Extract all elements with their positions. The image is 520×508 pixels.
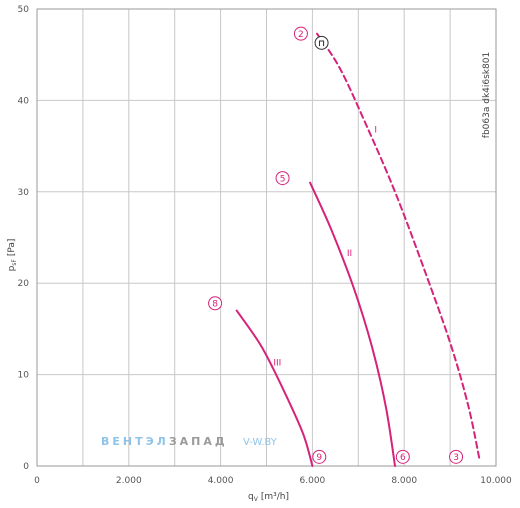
marker-circle [395, 449, 410, 464]
marker-9: 9 [312, 449, 327, 464]
watermark-part1: ВЕНТЭЛ [101, 435, 169, 448]
curve-label-iii: III [273, 358, 281, 368]
side-code: fb063a dk4i6sk801 [482, 52, 492, 138]
marker-circle [449, 449, 464, 464]
marker-nominal: ⊓ [314, 35, 329, 50]
y-axis-label-main: p [7, 265, 17, 271]
plot-frame [36, 8, 497, 467]
marker-circle [208, 296, 223, 311]
marker-6: 6 [395, 449, 410, 464]
x-tick-label: 4.000 [208, 476, 234, 486]
series-line-ii [309, 181, 396, 467]
x-tick-label: 2.000 [116, 476, 142, 486]
series-group [235, 32, 481, 467]
marker-circle [275, 171, 290, 186]
x-tick-labels: 0 2.000 4.000 6.000 8.000 10.000 [34, 476, 512, 486]
marker-label: 9 [316, 453, 322, 463]
series-line-i [316, 32, 481, 463]
x-tick-label: 6.000 [300, 476, 326, 486]
y-tick-label: 40 [18, 96, 30, 106]
watermark-part2: ЗАПАД [169, 435, 228, 448]
marker-label: 5 [280, 174, 286, 184]
marker-label: 3 [453, 453, 459, 463]
watermark: ВЕНТЭЛЗАПАД [101, 435, 228, 448]
series-line-iii [235, 309, 314, 467]
curve-label-i: I [374, 125, 377, 135]
y-tick-labels: 0 10 20 30 40 50 [18, 5, 30, 472]
watermark-site: V-W.BY [243, 437, 278, 448]
x-tick-label: 8.000 [391, 476, 417, 486]
x-tick-label: 0 [34, 476, 40, 486]
grid [36, 8, 497, 467]
x-axis-label: qV [m³/h] [248, 492, 289, 503]
x-axis-label-main: q [248, 492, 254, 502]
y-tick-label: 20 [18, 279, 30, 289]
y-tick-label: 30 [18, 188, 30, 198]
marker-3: 3 [449, 449, 464, 464]
x-axis-label-unit: [m³/h] [261, 492, 289, 502]
y-axis-label-unit: [Pa] [7, 239, 17, 257]
marker-circle [314, 35, 329, 50]
marker-label: 2 [298, 30, 304, 40]
y-tick-label: 10 [18, 371, 30, 381]
y-axis-label: psF [Pa] [7, 239, 18, 272]
y-tick-label: 50 [18, 5, 30, 15]
y-axis-label-sub: sF [11, 259, 18, 266]
marker-circle [293, 26, 308, 41]
marker-2: 2 [293, 26, 308, 41]
marker-circle [312, 449, 327, 464]
marker-8: 8 [208, 296, 223, 311]
x-axis-label-sub: V [254, 496, 259, 503]
y-tick-label: 0 [23, 462, 29, 472]
marker-label: ⊓ [318, 39, 325, 49]
marker-label: 8 [212, 300, 218, 310]
markers: 2 ⊓ 5 8 9 6 3 [208, 26, 464, 464]
x-tick-label: 10.000 [480, 476, 512, 486]
curve-label-ii: II [347, 249, 352, 259]
marker-5: 5 [275, 171, 290, 186]
marker-label: 6 [400, 453, 406, 463]
